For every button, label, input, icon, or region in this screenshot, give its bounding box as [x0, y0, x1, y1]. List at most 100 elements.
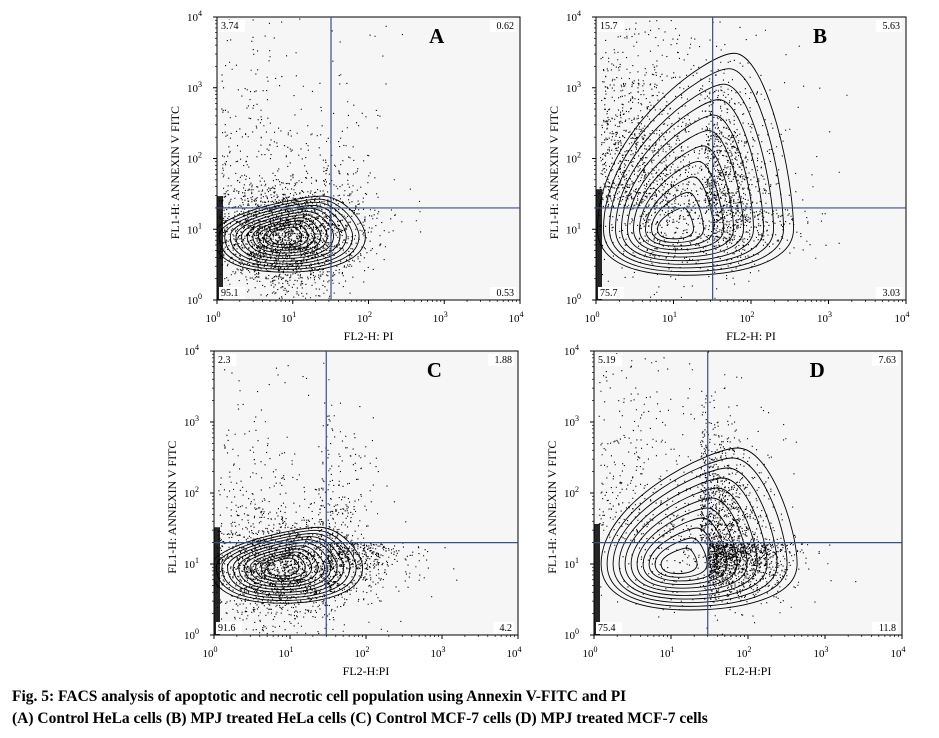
density-contour [627, 130, 744, 258]
y-axis-label: FL1-H: ANNEXIN V FITC [545, 441, 559, 574]
y-tick-label: 103 [564, 414, 579, 429]
density-contour [612, 467, 778, 604]
density-contour [246, 214, 328, 257]
density-contour [269, 226, 303, 246]
density-contour [621, 114, 754, 262]
event-dots [216, 362, 458, 635]
density-contour [606, 457, 788, 607]
density-contour [244, 545, 325, 588]
quadrant-lower-left-value: 75.7 [600, 288, 618, 299]
figure-caption-panels: (A) Control HeLa cells (B) MPJ treated H… [12, 710, 708, 727]
quadrant-upper-left-value: 15.7 [600, 21, 618, 32]
density-contour [235, 208, 341, 262]
quadrant-upper-right-value-bg [490, 20, 516, 32]
quadrant-upper-left-value-bg [219, 20, 245, 32]
density-contour [238, 542, 332, 591]
quadrant-lower-right-value-bg [872, 622, 898, 634]
y-tick-label: 102 [564, 485, 579, 500]
x-tick-label: 104 [509, 310, 524, 325]
quadrant-lower-right-value: 0.53 [497, 288, 515, 299]
density-contour [255, 551, 313, 582]
quadrant-upper-left-value: 5.19 [598, 355, 616, 366]
quadrant-upper-right-value-bg [876, 20, 902, 32]
density-contour [630, 497, 748, 593]
density-contour [232, 539, 338, 593]
density-contour [603, 68, 784, 273]
x-tick-label: 103 [431, 645, 446, 660]
event-density [217, 18, 422, 300]
x-axis-label: FL2-H:PI [725, 664, 772, 678]
y-tick-label: 104 [564, 343, 579, 358]
y-tick-label: 102 [566, 151, 581, 166]
quadrant-lower-right-value: 4.2 [500, 623, 513, 634]
density-contour [657, 207, 694, 240]
x-axis-label: FL2-H: PI [344, 329, 394, 343]
x-tick-label: 102 [357, 310, 372, 325]
x-axis-label: FL2-H: PI [726, 329, 776, 343]
quadrant-lower-right-value: 3.03 [883, 288, 901, 299]
y-axis-label: FL1-H: ANNEXIN V FITC [547, 106, 561, 239]
density-contour [636, 507, 738, 589]
density-contour [633, 145, 734, 254]
x-tick-label: 102 [740, 310, 755, 325]
x-axis-label: FL2-H:PI [343, 664, 390, 678]
panel-label: B [813, 24, 827, 48]
density-contour [258, 220, 315, 251]
plot-area [595, 16, 907, 301]
y-tick-label: 104 [187, 9, 202, 24]
density-contour [229, 204, 347, 265]
facs-panel-b: 15.7 5.63 75.7 3.03 B 100 100 101 101 102 102 103 10… [547, 9, 910, 343]
x-tick-label: 100 [203, 645, 218, 660]
plot-area [216, 16, 521, 301]
x-tick-label: 102 [737, 645, 752, 660]
density-contour [597, 52, 794, 276]
quadrant-lower-left-value-bg [219, 287, 245, 299]
quadrant-lower-right-value-bg [876, 287, 902, 299]
facs-panel-d: 5.19 7.63 75.4 11.8 D 100 100 101 101 102 102 103 10… [545, 343, 906, 678]
quadrant-lower-left-value-bg [598, 287, 624, 299]
y-tick-label: 103 [187, 80, 202, 95]
x-tick-label: 104 [507, 645, 522, 660]
quadrant-upper-right-value: 7.63 [879, 355, 897, 366]
quadrant-upper-left-value-bg [216, 354, 237, 366]
event-dots [598, 351, 857, 635]
quadrant-lower-left-value-bg [216, 622, 242, 634]
x-tick-label: 101 [660, 645, 675, 660]
quadrant-upper-right-value-bg [488, 354, 514, 366]
y-tick-label: 104 [566, 9, 581, 24]
x-tick-label: 103 [817, 310, 832, 325]
axis-pileup [214, 527, 220, 635]
quadrant-lower-right-value-bg [490, 287, 516, 299]
y-tick-label: 102 [187, 151, 202, 166]
density-contour [260, 554, 306, 580]
density-contour [600, 447, 798, 611]
plot-area [593, 350, 903, 636]
y-axis-label: FL1-H: ANNEXIN V FITC [165, 441, 179, 574]
quadrant-upper-left-value-bg [596, 354, 622, 366]
panel-label: D [810, 358, 825, 382]
y-tick-label: 103 [184, 414, 199, 429]
y-tick-label: 104 [184, 343, 199, 358]
event-dots [219, 18, 422, 299]
density-contour [215, 529, 357, 601]
y-tick-label: 100 [566, 292, 581, 307]
x-tick-label: 103 [814, 645, 829, 660]
y-tick-label: 101 [187, 221, 202, 236]
density-contour [218, 198, 360, 270]
quadrant-upper-right-value: 1.88 [495, 355, 513, 366]
x-tick-label: 103 [433, 310, 448, 325]
x-tick-label: 101 [279, 645, 294, 660]
plot-area [213, 350, 519, 636]
x-tick-label: 100 [206, 310, 221, 325]
density-contour [217, 195, 366, 273]
density-contour [214, 526, 364, 604]
density-contour [645, 176, 714, 247]
facs-panel-c: 2.3 1.88 91.6 4.2 C 100 100 101 101 102 102 103 103 1… [165, 343, 522, 678]
x-tick-label: 101 [281, 310, 296, 325]
density-contour [651, 191, 704, 243]
axis-pileup [217, 196, 223, 300]
axis-pileup [596, 189, 602, 300]
density-contour [221, 532, 351, 599]
x-tick-label: 104 [891, 645, 906, 660]
quadrant-upper-right-value: 0.62 [497, 21, 515, 32]
